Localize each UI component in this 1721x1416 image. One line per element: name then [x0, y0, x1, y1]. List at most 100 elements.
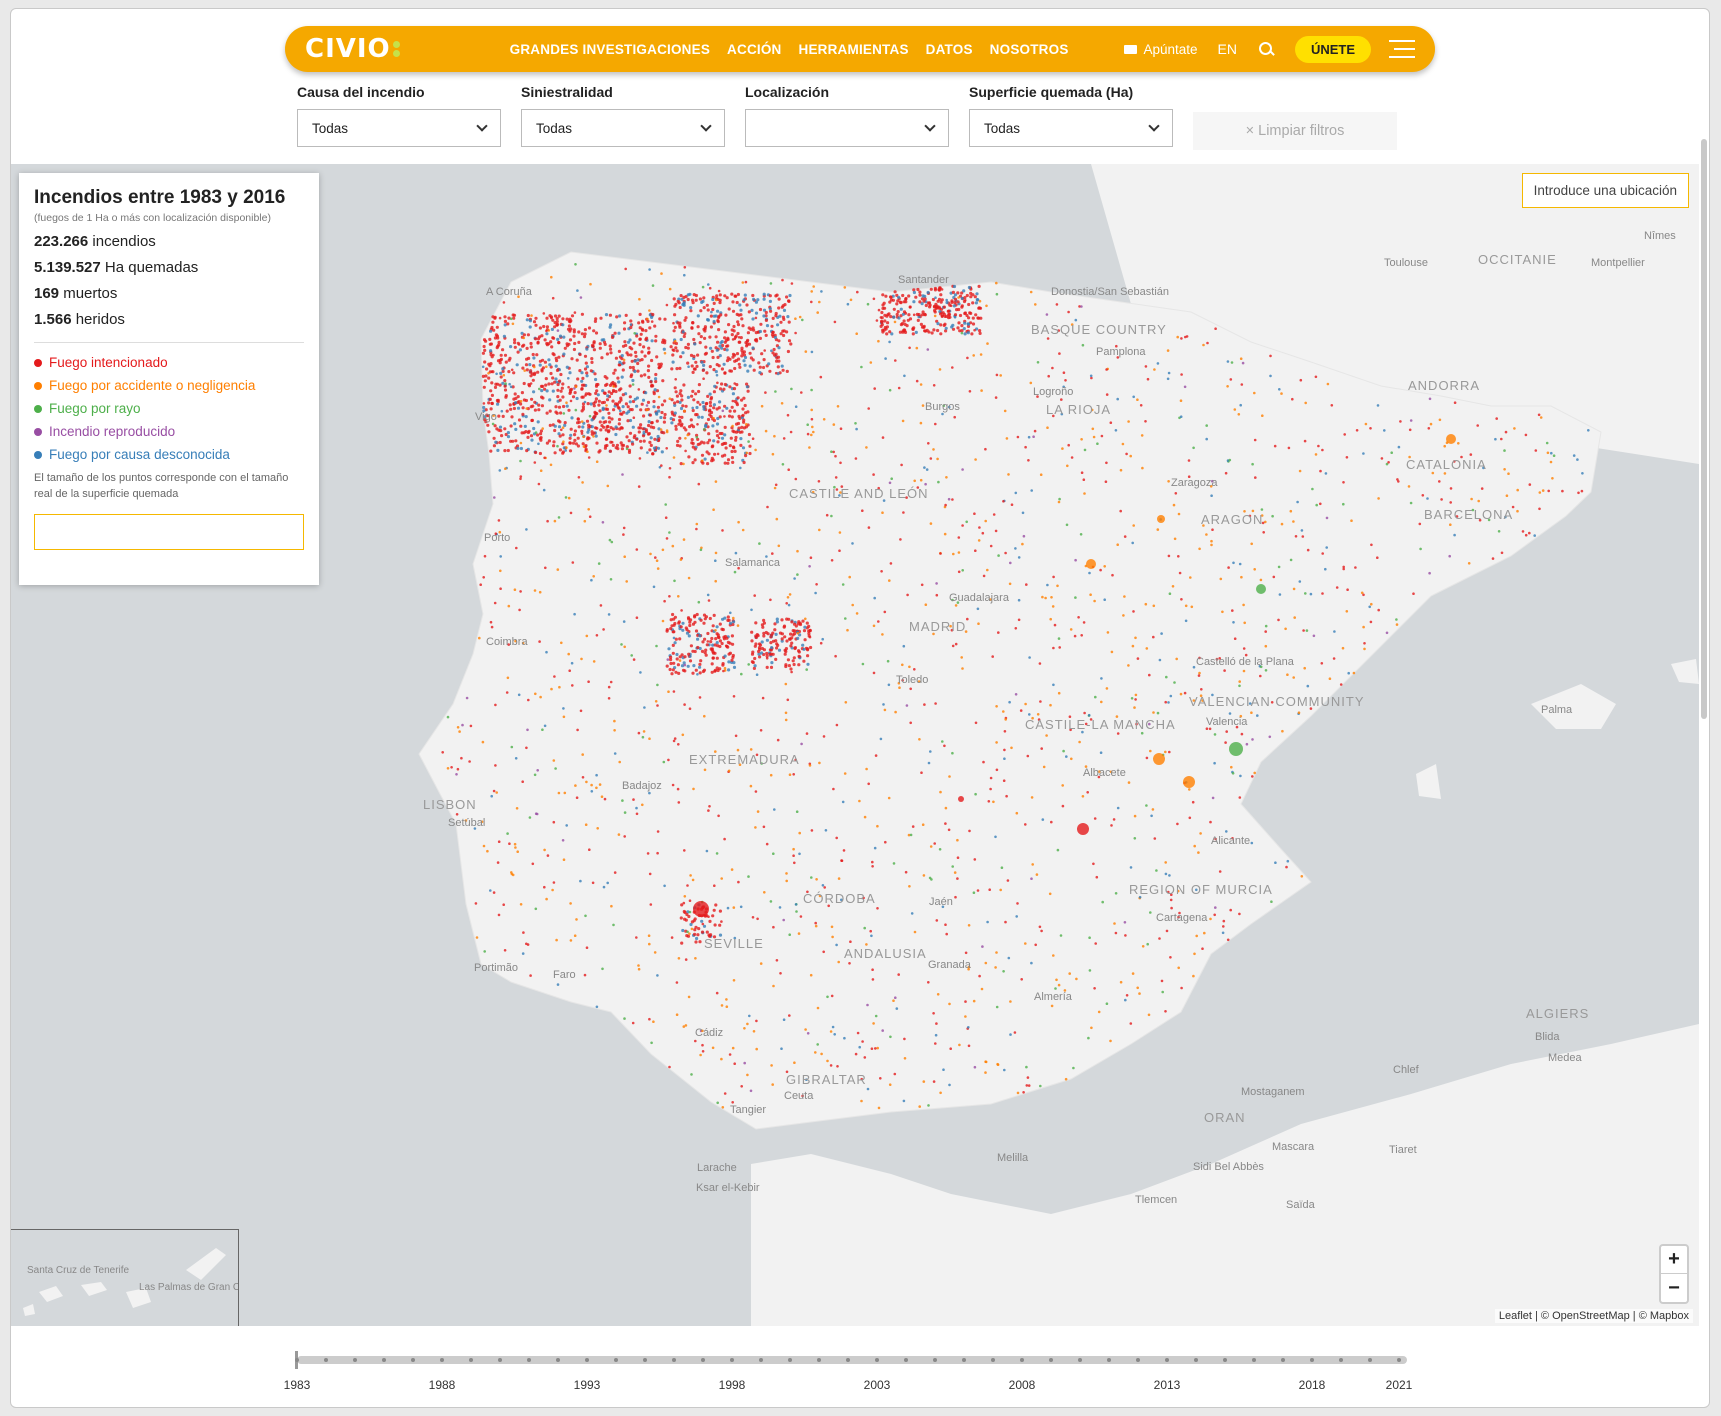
timeline-tick[interactable] [933, 1358, 937, 1362]
fire-dot [731, 300, 735, 304]
fire-dot [592, 341, 596, 345]
timeline-tick[interactable] [295, 1358, 299, 1362]
timeline-tick[interactable] [759, 1358, 763, 1362]
page-scrollbar[interactable] [1699, 139, 1709, 719]
fire-dot [934, 296, 937, 299]
fire-dot [883, 708, 887, 712]
civio-logo[interactable]: CIVIO [305, 34, 400, 64]
zoom-out-button[interactable]: − [1668, 1276, 1680, 1299]
fire-dot [778, 906, 782, 909]
timeline-tick[interactable] [1194, 1358, 1198, 1362]
fire-dot [944, 806, 948, 810]
timeline-tick[interactable] [1078, 1358, 1082, 1362]
fire-dot [747, 342, 752, 346]
fire-dot [1528, 483, 1532, 486]
timeline-tick[interactable] [498, 1358, 502, 1362]
timeline-tick[interactable] [788, 1358, 792, 1362]
timeline-tick[interactable] [382, 1358, 386, 1362]
fire-dot [1063, 989, 1067, 992]
fire-dot [602, 391, 607, 395]
filter-superficie-select[interactable]: Todas [969, 109, 1173, 147]
fire-dot [606, 881, 609, 885]
fire-dot [612, 923, 615, 927]
timeline-track[interactable] [297, 1356, 1407, 1364]
fire-dot [680, 664, 685, 668]
fire-dot [801, 619, 805, 623]
timeline-tick[interactable] [1339, 1358, 1343, 1362]
location-search-button[interactable]: Introduce una ubicación [1521, 173, 1689, 208]
clear-filters-button[interactable]: × Limpiar filtros [1193, 112, 1397, 150]
search-icon[interactable] [1258, 42, 1273, 56]
timeline-tick[interactable] [701, 1358, 705, 1362]
menu-icon[interactable] [1389, 40, 1415, 58]
join-button[interactable]: ÚNETE [1294, 35, 1371, 63]
language-switch[interactable]: EN [1217, 41, 1237, 57]
timeline-tick[interactable] [730, 1358, 734, 1362]
legend-rayo[interactable]: Fuego por rayo [34, 401, 304, 416]
timeline-tick[interactable] [904, 1358, 908, 1362]
timeline-tick[interactable] [1165, 1358, 1169, 1362]
legend-reproducido[interactable]: Incendio reproducido [34, 424, 304, 439]
timeline-tick[interactable] [846, 1358, 850, 1362]
fire-dot [692, 293, 696, 297]
nav-link-nosotros[interactable]: NOSOTROS [989, 41, 1069, 57]
timeline-tick[interactable] [875, 1358, 879, 1362]
timeline-tick[interactable] [585, 1358, 589, 1362]
map-canvas[interactable] [11, 164, 1699, 1326]
fire-dot [587, 392, 591, 396]
timeline-tick[interactable] [962, 1358, 966, 1362]
timeline-tick[interactable] [1310, 1358, 1314, 1362]
fire-dot [728, 409, 732, 413]
canary-islands-inset[interactable]: Santa Cruz de Tenerife Las Palmas de Gra… [11, 1229, 239, 1326]
timeline-tick[interactable] [324, 1358, 328, 1362]
timeline-tick[interactable] [411, 1358, 415, 1362]
panel-search-input[interactable] [34, 514, 304, 550]
newsletter-link[interactable]: Apúntate [1124, 42, 1197, 57]
timeline-tick[interactable] [1049, 1358, 1053, 1362]
legend-desconocida[interactable]: Fuego por causa desconocida [34, 447, 304, 462]
fire-dot [705, 849, 709, 853]
map-attribution[interactable]: Leaflet | © OpenStreetMap | © Mapbox [1494, 1309, 1693, 1323]
legend-accidente[interactable]: Fuego por accidente o negligencia [34, 378, 304, 393]
timeline-tick[interactable] [672, 1358, 676, 1362]
fire-dot [678, 436, 682, 440]
legend-intencionado[interactable]: Fuego intencionado [34, 355, 304, 370]
timeline-tick[interactable] [1223, 1358, 1227, 1362]
timeline-tick[interactable] [614, 1358, 618, 1362]
timeline-tick[interactable] [1107, 1358, 1111, 1362]
fire-dot [1195, 888, 1198, 892]
timeline-tick[interactable] [440, 1358, 444, 1362]
timeline-tick[interactable] [643, 1358, 647, 1362]
timeline-tick[interactable] [1397, 1358, 1401, 1362]
fire-dot [645, 404, 649, 407]
timeline-tick[interactable] [1136, 1358, 1140, 1362]
timeline-tick[interactable] [469, 1358, 473, 1362]
zoom-in-button[interactable]: + [1661, 1246, 1687, 1274]
timeline-tick[interactable] [1020, 1358, 1024, 1362]
fire-dot [982, 574, 986, 578]
timeline-tick[interactable] [527, 1358, 531, 1362]
fire-dot [912, 300, 916, 304]
timeline-tick[interactable] [817, 1358, 821, 1362]
timeline-tick[interactable] [353, 1358, 357, 1362]
timeline-tick[interactable] [1368, 1358, 1372, 1362]
filter-siniestralidad-select[interactable]: Todas [521, 109, 725, 147]
fire-dot [930, 331, 934, 335]
nav-link-datos[interactable]: DATOS [925, 41, 973, 57]
nav-link-grandes-investigaciones[interactable]: GRANDES INVESTIGACIONES [509, 41, 711, 57]
fire-dot [1105, 687, 1109, 690]
fire-dot [1065, 755, 1068, 758]
fire-dot [562, 352, 566, 356]
timeline-tick[interactable] [1252, 1358, 1256, 1362]
filter-localizacion-select[interactable] [745, 109, 949, 147]
timeline-tick[interactable] [1281, 1358, 1285, 1362]
fire-dot [957, 551, 961, 554]
timeline-tick[interactable] [991, 1358, 995, 1362]
nav-link-herramientas[interactable]: HERRAMIENTAS [798, 41, 909, 57]
fire-dot [885, 332, 889, 336]
fire-dot [502, 334, 506, 338]
timeline-tick[interactable] [556, 1358, 560, 1362]
fire-map[interactable]: BASQUE COUNTRY LA RIOJA CASTILE AND LEÓN… [11, 164, 1699, 1326]
nav-link-accion[interactable]: ACCIÓN [727, 41, 782, 57]
filter-causa-select[interactable]: Todas [297, 109, 501, 147]
